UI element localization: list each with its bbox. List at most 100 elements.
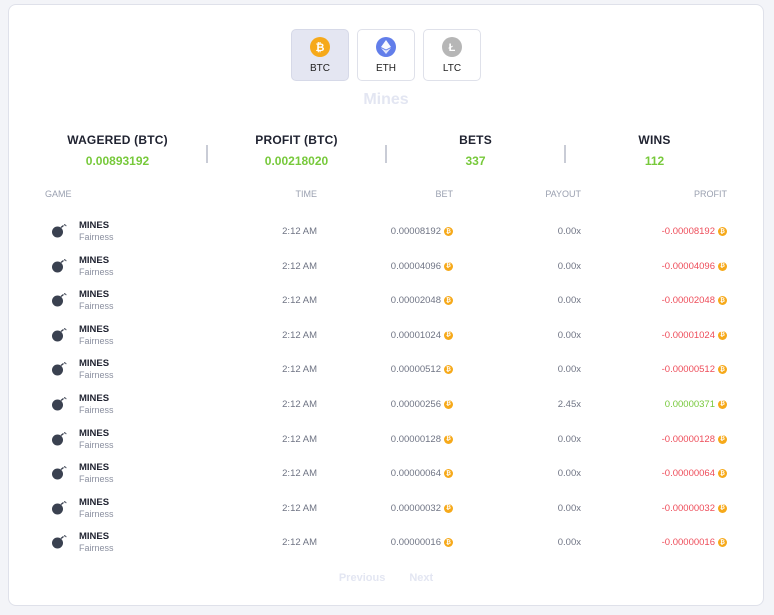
stat-value: 0.00218020 [264,154,329,168]
game-name[interactable]: MINES [79,462,110,474]
bitcoin-icon: ₿ [310,36,330,57]
bet-time: 2:12 AM [282,226,317,237]
bitcoin-icon: ₿ [444,503,453,513]
stat-wagered: WAGERED (BTC) 0.00893192 [29,133,206,173]
profit-amount: -0.00000512 ₿ [662,364,727,375]
bet-value: 0.00000016 [390,537,441,549]
game-name[interactable]: MINES [79,427,110,439]
stats-bar: WAGERED (BTC) 0.00893192 PROFIT (BTC) 0.… [29,133,743,173]
divider [206,145,208,163]
bet-time: 2:12 AM [282,398,317,410]
bitcoin-icon: ₿ [444,227,453,236]
bet-time: 2:12 AM [282,502,317,514]
next-button[interactable]: Next [409,572,434,584]
profit-amount: -0.00000032 ₿ [662,503,727,514]
table-header: GAME TIME BET PAYOUT PROFIT [45,189,727,203]
bitcoin-icon: ₿ [444,434,453,444]
stat-label: WINS [638,133,671,147]
bitcoin-icon: ₿ [718,538,727,548]
payout-multiplier: 0.00x [557,433,581,445]
profit-value: -0.00000128 [661,433,715,445]
stat-label: BETS [459,133,492,147]
profit-amount: -0.00004096 ₿ [662,261,727,272]
stat-value: 0.00893192 [85,154,150,168]
bomb-icon [52,431,67,446]
column-header-payout: PAYOUT [545,189,581,199]
profit-value: 0.00000371 [664,398,715,410]
profit-value: -0.00000032 [661,502,715,514]
profit-value: -0.00000016 [661,537,715,549]
table-row: MINES Fairness 2:12 AM 0.00004096 ₿ 0.00… [45,250,727,285]
stat-value: 112 [644,154,665,168]
bet-amount: 0.00004096 ₿ [391,261,453,272]
bet-amount: 0.00000512 ₿ [391,364,453,375]
fairness-link[interactable]: Fairness [79,404,114,415]
column-header-time: TIME [295,189,318,199]
profit-value: -0.00004096 [661,260,715,272]
fairness-link[interactable]: Fairness [79,543,114,554]
game-name[interactable]: MINES [79,531,110,543]
bitcoin-icon: ₿ [718,469,727,479]
table-row: MINES Fairness 2:12 AM 0.00000128 ₿ 0.00… [45,423,727,458]
bet-time: 2:12 AM [282,537,317,549]
bomb-icon [52,224,67,238]
divider [385,145,387,163]
bomb-icon [52,258,67,273]
payout-multiplier: 0.00x [557,468,581,480]
bomb-icon [52,466,67,480]
bitcoin-icon: ₿ [444,261,453,271]
payout-multiplier: 0.00x [557,364,581,376]
bet-value: 0.00002048 [390,295,441,307]
fairness-link[interactable]: Fairness [79,474,114,485]
profit-value: -0.00002048 [661,295,715,307]
payout-multiplier: 0.00x [557,537,581,549]
payout-multiplier: 0.00x [557,260,581,272]
bitcoin-icon: ₿ [718,296,727,306]
bet-amount: 0.00002048 ₿ [391,295,453,306]
bitcoin-icon: ₿ [718,227,727,236]
bets-table: MINES Fairness 2:12 AM 0.00008192 ₿ 0.00… [45,215,727,561]
fairness-link[interactable]: Fairness [79,335,114,346]
bet-value: 0.00008192 [390,226,441,237]
bet-value: 0.00000128 [390,433,441,445]
tab-label: LTC [442,62,462,74]
bomb-icon [52,293,67,307]
table-row: MINES Fairness 2:12 AM 0.00008192 ₿ 0.00… [45,215,727,250]
bet-value: 0.00001024 [390,329,441,341]
tab-btc[interactable]: ₿ BTC [291,29,349,81]
stat-profit: PROFIT (BTC) 0.00218020 [208,133,385,173]
game-name[interactable]: MINES [79,323,110,335]
bitcoin-icon: ₿ [718,399,727,409]
stat-bets: BETS 337 [387,133,564,173]
bet-amount: 0.00008192 ₿ [391,226,453,237]
payout-multiplier: 2.45x [557,398,581,410]
game-name[interactable]: MINES [79,496,110,508]
pagination: Previous Next [9,572,763,584]
fairness-link[interactable]: Fairness [79,232,114,242]
tab-label: BTC [310,62,330,74]
fairness-link[interactable]: Fairness [79,508,114,519]
ethereum-icon [376,36,396,57]
game-name[interactable]: MINES [79,358,110,370]
game-name[interactable]: MINES [79,220,110,231]
table-row: MINES Fairness 2:12 AM 0.00000256 ₿ 2.45… [45,388,727,423]
profit-amount: -0.00001024 ₿ [662,330,727,341]
bitcoin-icon: ₿ [718,365,727,375]
tab-eth[interactable]: ETH [357,29,415,81]
profit-value: -0.00000512 [661,364,715,376]
game-name[interactable]: MINES [79,289,110,301]
litecoin-icon: Ł [442,36,462,57]
game-name[interactable]: MINES [79,392,110,404]
fairness-link[interactable]: Fairness [79,266,114,277]
bomb-icon [52,327,67,342]
payout-multiplier: 0.00x [557,502,581,514]
fairness-link[interactable]: Fairness [79,370,114,381]
tab-ltc[interactable]: Ł LTC [423,29,481,81]
previous-button[interactable]: Previous [338,572,386,584]
fairness-link[interactable]: Fairness [79,439,114,450]
page-title: Mines [363,91,409,108]
bet-time: 2:12 AM [282,260,317,272]
game-name[interactable]: MINES [79,254,110,266]
fairness-link[interactable]: Fairness [79,301,114,312]
bet-time: 2:12 AM [282,295,317,307]
